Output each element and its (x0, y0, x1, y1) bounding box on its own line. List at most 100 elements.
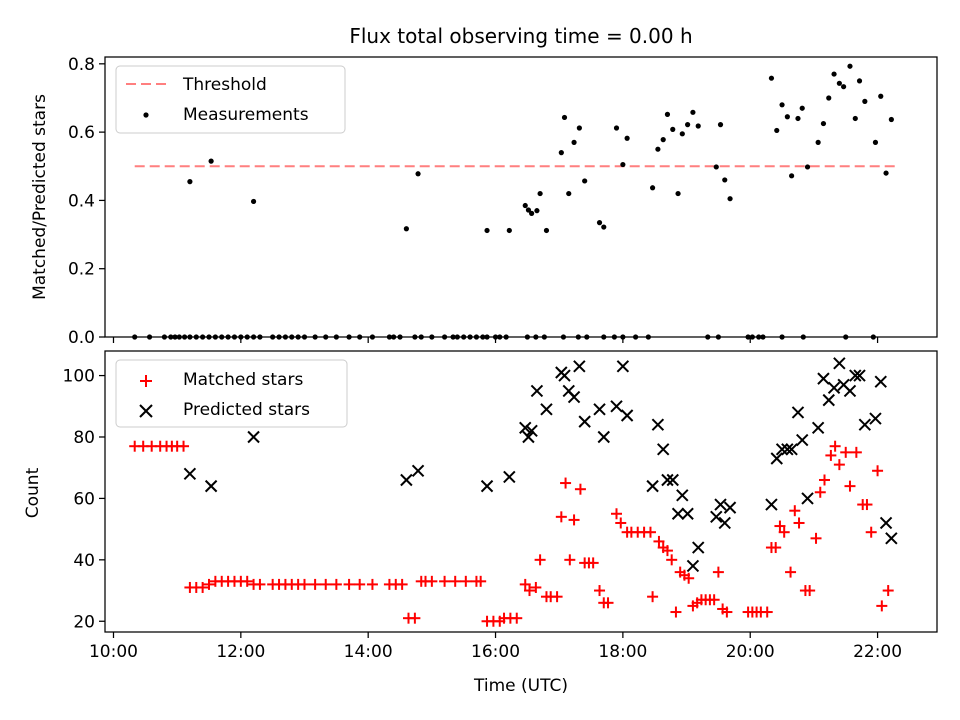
measurement-point (722, 177, 728, 183)
predicted-star-marker (247, 430, 260, 444)
measurement-point (582, 178, 588, 184)
predicted-star-marker (781, 443, 794, 456)
measurement-point (815, 139, 821, 145)
predicted-star-marker (885, 532, 898, 545)
predicted-star-marker (775, 443, 789, 456)
legend-predicted-label: Predicted stars (183, 400, 310, 420)
legend-measurements-label: Measurements (183, 105, 309, 125)
predicted-star-marker (646, 479, 659, 493)
matched-star-marker (299, 578, 311, 590)
predicted-star-marker (651, 418, 665, 431)
predicted-star-marker (874, 375, 887, 388)
measurement-point (613, 125, 620, 131)
matched-star-marker (475, 575, 487, 587)
predicted-star-marker (567, 390, 581, 404)
matched-star-marker (594, 585, 606, 597)
measurement-point (883, 170, 889, 176)
matched-star-marker (197, 581, 209, 593)
bottom-xtick-label: 10:00 (89, 642, 138, 662)
predicted-star-marker (578, 415, 591, 428)
predicted-star-marker (801, 492, 814, 505)
matched-star-marker (708, 594, 720, 606)
measurement-point (784, 114, 790, 120)
matched-star-marker (320, 578, 332, 590)
measurement-point (537, 190, 543, 197)
measurement-point (679, 131, 685, 137)
matched-star-marker (615, 517, 627, 529)
top-ytick-label: 0.6 (68, 123, 95, 143)
measurement-point (566, 190, 572, 197)
predicted-star-marker (530, 384, 544, 398)
predicted-star-marker (519, 421, 532, 434)
measurement-point (649, 185, 656, 191)
measurement-point (852, 115, 858, 122)
matched-star-marker (833, 459, 845, 471)
matched-star-marker (840, 446, 852, 458)
top-ylabel: Matched/Predicted stars (30, 94, 50, 300)
measurement-point (529, 210, 535, 216)
measurement-point (415, 171, 421, 177)
bottom-xtick-label: 16:00 (471, 642, 520, 662)
measurement-point (484, 227, 490, 234)
bottom-legend: Matched stars Predicted stars (115, 359, 348, 428)
predicted-star-marker (710, 510, 723, 524)
measurement-point (878, 93, 884, 99)
matched-star-marker (761, 606, 773, 618)
matched-star-marker (683, 572, 695, 584)
predicted-star-marker (616, 360, 630, 373)
measurement-point (862, 98, 868, 104)
matched-star-marker (670, 606, 682, 618)
matched-star-marker (203, 578, 215, 590)
matched-star-marker (804, 585, 816, 597)
matched-star-marker (555, 511, 567, 523)
predicted-star-marker (597, 430, 610, 444)
matched-star-marker (551, 591, 563, 603)
predicted-star-marker (723, 501, 737, 514)
bottom-legend-box (115, 359, 348, 428)
measurement-point (561, 114, 568, 121)
matched-star-marker (523, 585, 535, 597)
matched-star-marker (611, 508, 623, 520)
matched-star-marker (178, 440, 190, 452)
measurement-point (717, 122, 724, 128)
predicted-star-marker (833, 357, 846, 370)
predicted-star-marker (540, 403, 553, 416)
predicted-star-marker (666, 473, 679, 487)
matched-star-marker (564, 554, 576, 566)
measurement-point (596, 220, 603, 226)
predicted-star-marker (656, 443, 670, 456)
legend-predicted-swatch (139, 404, 153, 418)
measurement-point (403, 226, 409, 232)
measurement-point (768, 75, 775, 81)
bottom-xtick-label: 12:00 (216, 642, 265, 662)
measurement-point (534, 208, 540, 214)
measurement-point (872, 139, 879, 145)
legend-threshold-label: Threshold (182, 75, 267, 95)
matched-star-marker (653, 535, 665, 547)
matched-star-marker (865, 526, 877, 538)
predicted-star-marker (525, 424, 538, 438)
matched-star-marker (241, 575, 253, 587)
predicted-star-marker (692, 541, 705, 554)
bottom-plot-frame (104, 350, 938, 633)
measurement-point (841, 84, 847, 90)
measurement-point (208, 158, 214, 164)
predicted-star-marker (879, 516, 893, 530)
measurement-point (250, 198, 257, 205)
matched-star-marker (774, 520, 786, 532)
top-legend: Threshold Measurements (115, 65, 346, 134)
matched-star-marker (793, 517, 805, 529)
matched-star-marker (829, 440, 841, 452)
matched-star-marker (850, 446, 862, 458)
matched-star-marker (770, 542, 782, 554)
matched-star-marker (534, 554, 546, 566)
measurement-point (695, 123, 701, 129)
measurement-point (601, 224, 607, 230)
measurement-point (820, 120, 827, 127)
matched-star-marker (778, 526, 790, 538)
measurement-point (795, 115, 801, 122)
top-y-axis: 0.0 0.2 0.4 0.6 0.8 (68, 55, 105, 348)
matched-star-marker (530, 581, 542, 593)
predicted-star-marker (573, 360, 586, 373)
